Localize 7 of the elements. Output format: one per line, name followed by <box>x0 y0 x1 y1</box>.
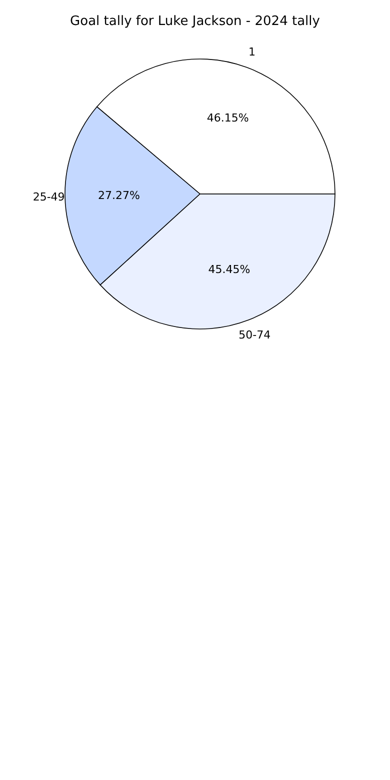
data-label: 45.45% <box>208 263 250 276</box>
chart-title: Goal tally for Luke Jackson - 2024 tally <box>69 14 321 29</box>
slice-label: 1 <box>248 46 256 59</box>
slice-label: 25-49 <box>32 190 65 204</box>
data-label: 27.27% <box>98 189 140 202</box>
slice-label: 50-74 <box>238 328 271 342</box>
data-label: 46.15% <box>206 111 249 124</box>
